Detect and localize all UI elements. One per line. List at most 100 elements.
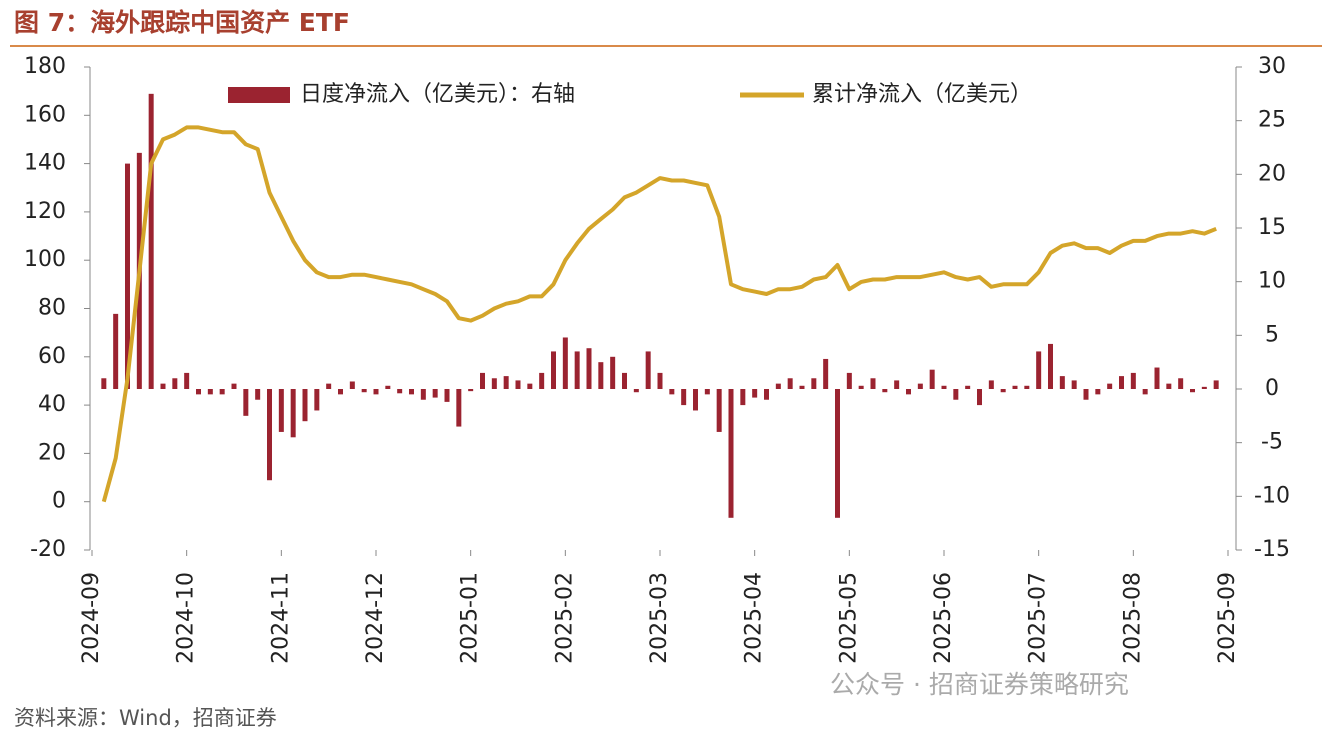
bar	[385, 385, 391, 389]
x-tick-label: 2025-03	[647, 572, 672, 664]
bar	[432, 389, 438, 398]
bar	[278, 389, 284, 432]
bar	[1107, 383, 1113, 389]
bar	[917, 383, 923, 389]
bar	[1154, 367, 1160, 389]
bar	[527, 383, 533, 389]
bar	[574, 351, 580, 389]
y-tick-label: 180	[24, 54, 66, 79]
bar	[1083, 389, 1089, 400]
bar	[681, 389, 687, 406]
bar	[894, 380, 900, 389]
bar	[882, 389, 888, 393]
x-tick-label: 2024-11	[268, 572, 293, 664]
bar	[1190, 389, 1195, 393]
bar	[633, 389, 639, 393]
x-tick-label: 2024-12	[363, 572, 388, 664]
bar	[361, 389, 367, 393]
bar	[775, 383, 781, 389]
bar	[811, 378, 817, 389]
bar	[1071, 380, 1077, 389]
bar	[349, 381, 355, 389]
bar	[444, 389, 450, 402]
bar	[965, 385, 971, 389]
bar	[799, 385, 805, 389]
bar	[314, 389, 320, 411]
bar	[1142, 389, 1148, 395]
bar	[551, 351, 556, 389]
x-tick-label: 2024-09	[79, 572, 104, 664]
bar	[988, 380, 994, 389]
x-tick-label: 2025-09	[1215, 572, 1240, 664]
bar	[1059, 376, 1065, 389]
y2-tick-label: 30	[1258, 54, 1286, 79]
bar	[397, 389, 403, 394]
x-tick-label: 2025-04	[742, 572, 767, 664]
bar	[491, 378, 497, 389]
bar	[420, 389, 426, 400]
bar	[977, 389, 982, 406]
bar	[1012, 385, 1018, 389]
bar	[941, 385, 947, 389]
bar	[1095, 389, 1101, 395]
bar	[693, 389, 698, 411]
bar	[870, 378, 876, 389]
y2-tick-label: 15	[1258, 215, 1286, 240]
y2-tick-label: -15	[1254, 537, 1290, 562]
bar	[787, 378, 793, 389]
bar	[196, 389, 201, 395]
line	[101, 125, 1217, 503]
y2-tick-label: 0	[1265, 376, 1279, 401]
bar	[515, 380, 521, 389]
bar	[622, 372, 627, 389]
bar	[267, 389, 272, 481]
legend-swatch	[228, 87, 290, 103]
y-tick-label: 160	[24, 102, 66, 127]
source-note: 资料来源：Wind，招商证券	[14, 706, 277, 730]
bar	[906, 389, 911, 395]
bar	[456, 389, 462, 427]
bar	[1178, 378, 1184, 389]
bar	[752, 389, 758, 398]
legend-label: 累计净流入（亿美元）	[812, 82, 1032, 107]
bar	[243, 389, 249, 416]
x-tick-label: 2025-07	[1026, 572, 1051, 664]
y-tick-label: 0	[52, 489, 66, 514]
bar	[1048, 343, 1053, 389]
bar	[326, 383, 332, 389]
bar	[740, 389, 746, 406]
y-tick-label: 120	[24, 199, 66, 224]
y2-tick-label: 5	[1265, 322, 1279, 347]
bar	[219, 389, 225, 395]
bar	[255, 389, 261, 400]
bar	[728, 389, 734, 518]
bar	[716, 389, 722, 432]
y-tick-label: 60	[38, 344, 66, 369]
bar	[929, 369, 935, 389]
bar	[468, 389, 474, 392]
y2-tick-label: -10	[1254, 483, 1290, 508]
x-tick-label: 2025-06	[931, 572, 956, 664]
bar	[669, 389, 675, 395]
y-tick-label: 80	[38, 296, 66, 321]
bar	[1000, 389, 1006, 393]
bar	[657, 372, 663, 389]
bar	[539, 372, 545, 389]
x-tick-label: 2025-08	[1120, 572, 1145, 664]
legend-label: 日度净流入（亿美元）：右轴	[300, 82, 575, 107]
y-tick-label: 20	[38, 440, 66, 465]
watermark: 公众号 · 招商证券策略研究	[830, 670, 1129, 699]
bar	[480, 372, 485, 389]
bar	[645, 351, 651, 389]
bar	[231, 383, 237, 389]
bar	[586, 348, 592, 389]
x-tick-label: 2025-01	[458, 572, 483, 664]
bar	[598, 362, 604, 389]
y-tick-label: 40	[38, 392, 66, 417]
bar	[338, 389, 343, 395]
bar	[1130, 372, 1136, 389]
bar	[823, 358, 829, 389]
y-tick-label: 100	[24, 247, 66, 272]
bar	[184, 372, 190, 389]
